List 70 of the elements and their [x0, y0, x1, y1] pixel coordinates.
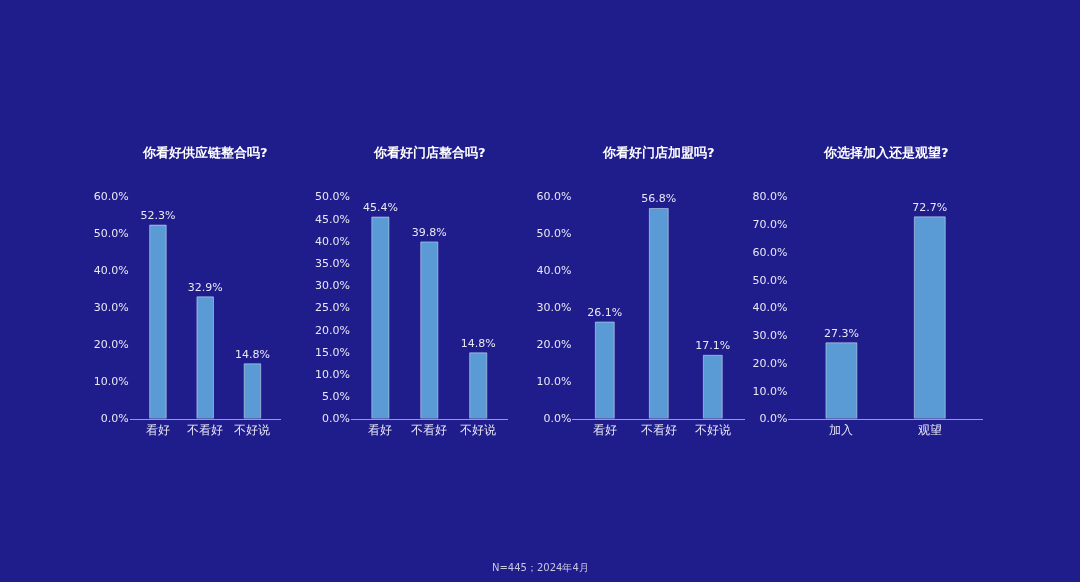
y-tick-label: 20.0% — [315, 323, 350, 337]
bar — [196, 296, 214, 419]
y-tick-label: 50.0% — [93, 227, 129, 241]
x-tick-label: 不看好 — [640, 422, 677, 437]
y-tick-label: 20.0% — [536, 338, 572, 352]
x-tick-label: 观望 — [917, 422, 942, 437]
y-tick-label: 50.0% — [315, 190, 350, 204]
bar — [420, 241, 439, 419]
y-tick-label: 50.0% — [536, 227, 572, 241]
y-tick-label: 50.0% — [752, 273, 788, 287]
y-tick-label: 25.0% — [315, 301, 350, 315]
y-tick-label: 35.0% — [315, 257, 350, 271]
chart-title: 你看好供应链整合吗? — [142, 145, 268, 160]
y-tick-label: 0.0% — [100, 412, 129, 426]
y-tick-label: 30.0% — [93, 301, 129, 315]
bar — [371, 216, 390, 419]
y-tick-label: 10.0% — [315, 367, 350, 381]
text: N=445；2024年4月 — [492, 562, 589, 573]
y-tick-label: 45.0% — [315, 212, 350, 226]
bar — [243, 363, 261, 419]
x-tick-label: 不好说 — [694, 422, 731, 437]
bar — [595, 321, 615, 419]
data-label: 14.8% — [234, 347, 270, 361]
bar — [149, 224, 167, 419]
y-tick-label: 40.0% — [536, 264, 572, 278]
x-tick-label: 不看好 — [187, 422, 224, 437]
bar — [703, 355, 723, 419]
y-tick-label: 0.0% — [322, 412, 350, 426]
y-tick-label: 30.0% — [752, 329, 788, 343]
data-label: 17.1% — [695, 339, 731, 353]
x-tick-label: 不好说 — [234, 422, 271, 437]
data-label: 26.1% — [587, 305, 623, 319]
bar — [469, 352, 488, 419]
y-tick-label: 20.0% — [93, 338, 129, 352]
data-label: 27.3% — [823, 326, 859, 340]
y-tick-label: 10.0% — [93, 375, 129, 389]
x-tick-label: 不好说 — [460, 422, 497, 437]
bar — [649, 208, 669, 419]
y-tick-label: 30.0% — [536, 301, 572, 315]
y-tick-label: 80.0% — [752, 190, 788, 204]
y-tick-label: 60.0% — [536, 190, 572, 204]
y-tick-label: 40.0% — [752, 301, 788, 315]
y-tick-label: 40.0% — [93, 264, 129, 278]
y-tick-label: 15.0% — [315, 345, 350, 359]
y-tick-label: 5.0% — [322, 390, 350, 404]
x-tick-label: 看好 — [368, 422, 393, 437]
data-label: 32.9% — [187, 280, 223, 294]
y-tick-label: 60.0% — [752, 245, 788, 259]
chart-title: 你看好门店加盟吗? — [602, 145, 715, 160]
y-tick-label: 20.0% — [752, 356, 788, 370]
chart-title: 你看好门店整合吗? — [373, 145, 486, 160]
data-label: 45.4% — [362, 201, 398, 215]
data-label: 14.8% — [460, 336, 496, 350]
y-tick-label: 10.0% — [536, 375, 572, 389]
y-tick-label: 0.0% — [543, 412, 572, 426]
data-label: 56.8% — [641, 192, 677, 206]
x-tick-label: 加入 — [829, 422, 854, 437]
y-tick-label: 30.0% — [315, 279, 350, 293]
data-label: 39.8% — [411, 225, 447, 239]
x-tick-label: 不看好 — [411, 422, 448, 437]
chart-title: 你选择加入还是观望? — [823, 145, 949, 160]
x-tick-label: 看好 — [592, 422, 617, 437]
data-label: 72.7% — [912, 200, 948, 214]
y-tick-label: 10.0% — [752, 384, 788, 398]
y-tick-label: 70.0% — [752, 218, 788, 232]
y-tick-label: 0.0% — [759, 412, 788, 426]
y-tick-label: 40.0% — [315, 234, 350, 248]
y-tick-label: 60.0% — [93, 190, 129, 204]
x-tick-label: 看好 — [145, 422, 170, 437]
data-label: 52.3% — [140, 209, 176, 223]
